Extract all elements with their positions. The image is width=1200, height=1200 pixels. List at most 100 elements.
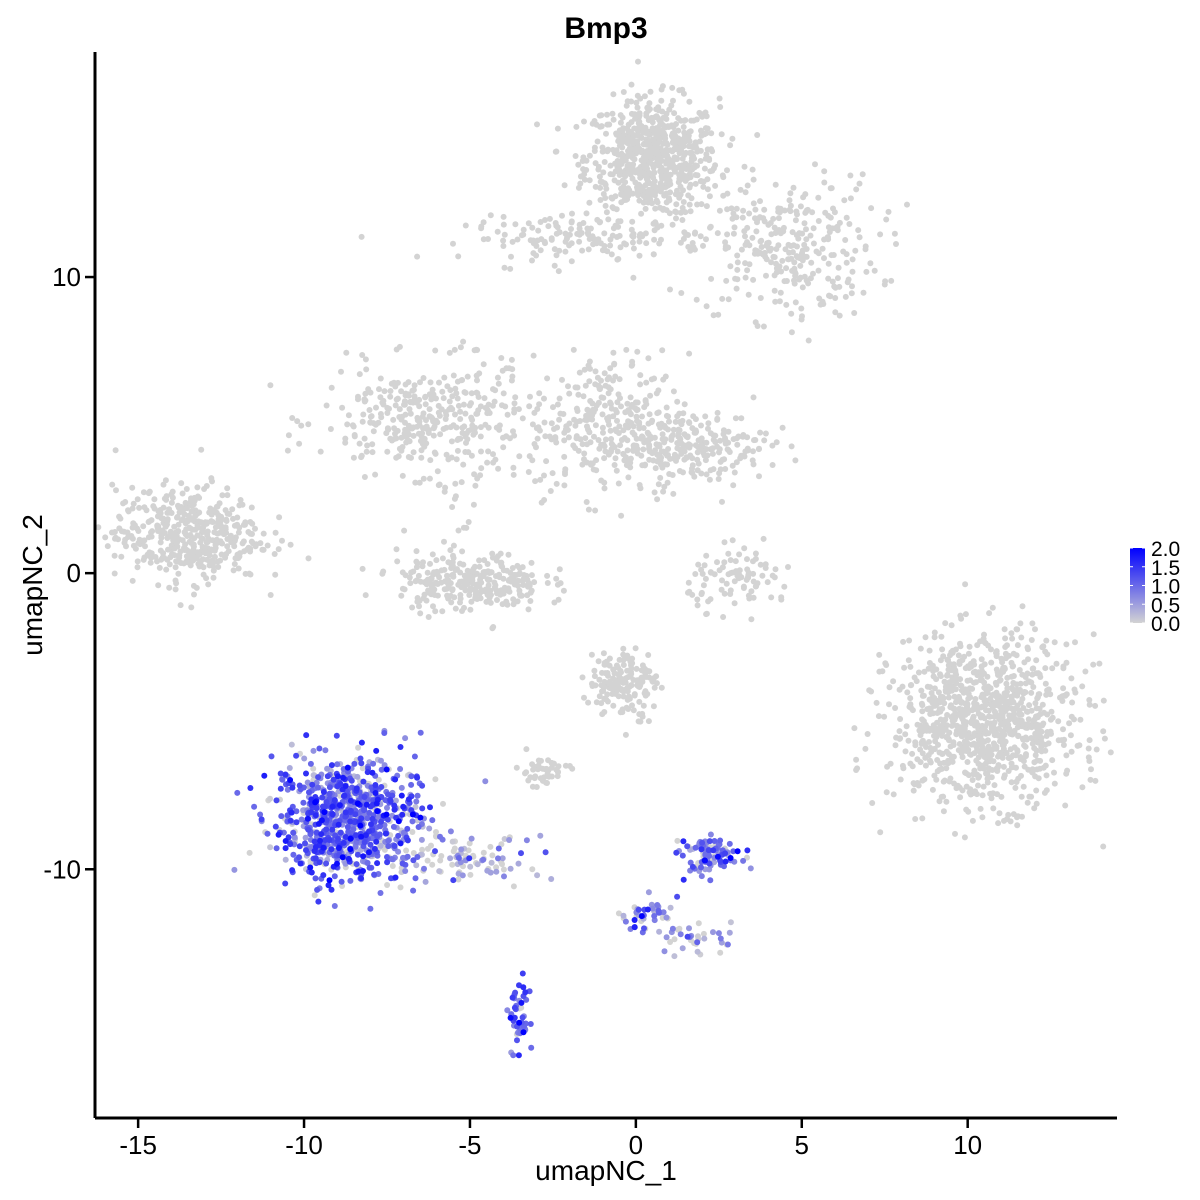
data-point	[604, 121, 611, 128]
data-point	[500, 575, 507, 582]
data-point	[512, 394, 519, 401]
data-point	[831, 209, 838, 216]
data-point	[409, 829, 416, 835]
data-point	[616, 656, 623, 663]
data-point	[235, 529, 242, 536]
data-point	[638, 210, 645, 217]
data-point	[582, 382, 589, 389]
data-point	[731, 469, 738, 476]
data-point	[548, 876, 555, 882]
data-point	[183, 486, 190, 492]
data-point	[375, 776, 382, 783]
data-point	[568, 226, 574, 232]
data-point	[614, 448, 621, 455]
data-point	[753, 228, 760, 235]
data-point	[706, 155, 713, 162]
data-point	[938, 793, 945, 800]
data-point	[780, 224, 787, 231]
data-point	[271, 551, 278, 557]
data-point	[569, 210, 575, 217]
data-point	[727, 919, 734, 926]
data-point	[642, 205, 649, 212]
data-point	[655, 107, 662, 114]
data-point	[721, 456, 728, 463]
data-point	[602, 448, 609, 455]
data-point	[155, 528, 161, 534]
data-point	[663, 412, 670, 419]
data-point	[922, 762, 929, 769]
data-point	[703, 611, 710, 618]
data-point	[709, 445, 716, 452]
data-point	[352, 843, 359, 850]
data-point	[775, 242, 782, 249]
data-point	[701, 452, 708, 459]
data-point	[359, 765, 366, 772]
data-point	[1085, 745, 1092, 752]
data-point	[750, 558, 756, 565]
data-point	[615, 165, 622, 172]
data-point	[612, 222, 619, 229]
data-point	[960, 747, 967, 753]
data-point	[985, 683, 992, 690]
data-point	[278, 813, 285, 820]
data-point	[1010, 710, 1017, 717]
data-point	[1086, 697, 1093, 703]
data-point	[892, 705, 899, 711]
data-point	[658, 97, 665, 104]
data-point	[493, 586, 500, 593]
data-point	[706, 838, 713, 845]
data-point	[405, 379, 412, 386]
data-point	[609, 204, 616, 211]
data-point	[448, 563, 455, 570]
data-point	[771, 272, 778, 279]
data-point	[826, 229, 833, 235]
data-point	[945, 666, 952, 673]
data-point	[426, 475, 433, 482]
data-point	[905, 657, 912, 664]
data-point	[1020, 783, 1027, 790]
data-point	[717, 437, 724, 444]
data-point	[449, 861, 456, 868]
data-point	[408, 773, 415, 780]
data-point	[702, 413, 709, 420]
data-point	[242, 521, 248, 528]
data-point	[900, 638, 907, 645]
data-point	[169, 488, 176, 495]
data-point	[667, 286, 673, 293]
data-point	[673, 201, 680, 208]
data-point	[514, 1037, 520, 1044]
data-point	[645, 355, 652, 362]
data-point	[698, 864, 704, 871]
data-point	[397, 884, 404, 891]
data-point	[969, 777, 976, 783]
data-point	[698, 422, 704, 429]
data-point	[791, 280, 798, 287]
data-point	[1069, 699, 1076, 706]
data-point	[460, 461, 467, 468]
data-point	[453, 424, 460, 431]
data-point	[279, 537, 285, 544]
data-point	[614, 399, 621, 406]
data-point	[724, 190, 731, 197]
data-point	[487, 212, 494, 219]
data-point	[877, 231, 884, 238]
data-point	[981, 698, 988, 704]
data-point	[927, 757, 933, 764]
data-point	[1096, 660, 1103, 667]
data-point	[267, 844, 274, 851]
data-point	[956, 661, 963, 667]
data-point	[523, 837, 530, 844]
data-point	[881, 713, 888, 720]
data-point	[692, 162, 699, 169]
data-point	[943, 798, 950, 805]
data-point	[651, 144, 658, 151]
data-point	[589, 683, 596, 689]
data-point	[896, 686, 903, 693]
data-point	[1013, 626, 1020, 633]
data-point	[733, 568, 739, 575]
data-point	[624, 400, 631, 407]
data-point	[302, 834, 309, 841]
data-point	[505, 577, 512, 584]
data-point	[429, 551, 436, 558]
data-point	[407, 580, 414, 587]
